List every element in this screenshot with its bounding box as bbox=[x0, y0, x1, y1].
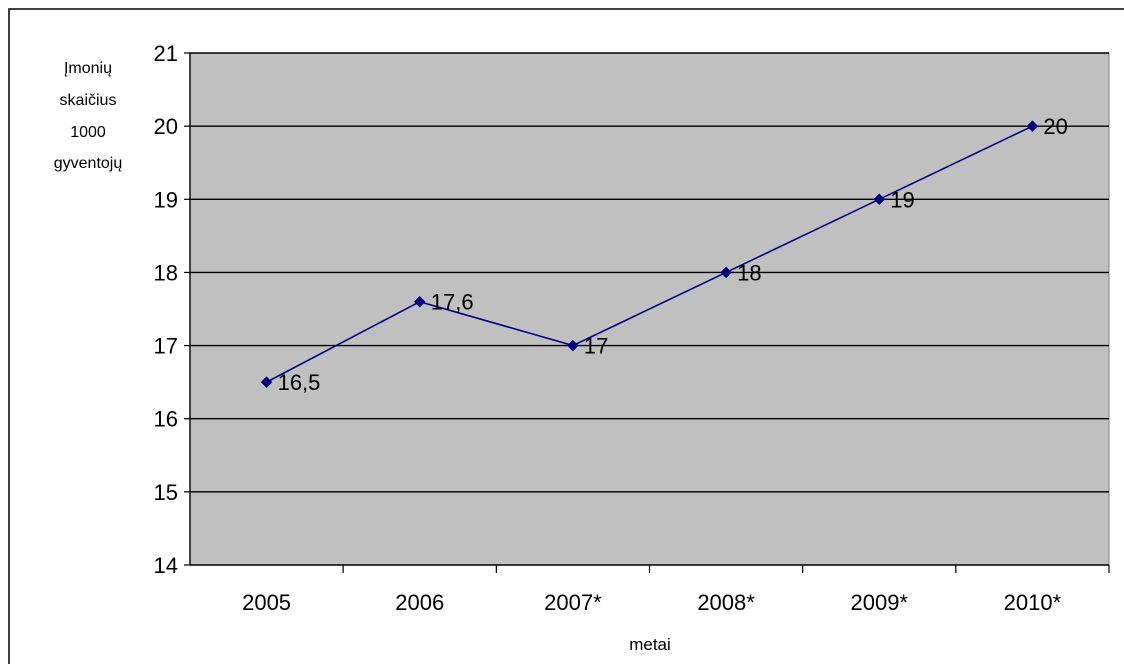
data-point-marker bbox=[720, 266, 732, 279]
y-axis-label-line-3: 1000 bbox=[70, 124, 106, 141]
x-axis-ticks: 2005 2006 2007* 2008* 2009* 2010* bbox=[242, 565, 1110, 615]
data-point-marker bbox=[873, 193, 886, 206]
y-tick-label: 16 bbox=[154, 407, 178, 432]
series-layer: 16,5 17,6 17 18 19 20 bbox=[260, 114, 1068, 395]
y-tick-label: 20 bbox=[154, 114, 178, 139]
data-label: 19 bbox=[890, 187, 914, 212]
x-axis-label: metai bbox=[629, 635, 671, 654]
x-tick-label: 2010* bbox=[1004, 590, 1062, 615]
x-tick-label: 2005 bbox=[242, 590, 291, 615]
y-axis-label-line-4: gyventojų bbox=[54, 155, 123, 172]
y-tick-label: 18 bbox=[154, 260, 178, 285]
y-axis-label-line-1: Įmonių bbox=[64, 60, 112, 77]
x-tick-label: 2007* bbox=[544, 590, 602, 615]
gridlines bbox=[190, 52, 1109, 493]
data-point-marker bbox=[1026, 120, 1039, 132]
y-axis-ticks: 14 15 16 17 18 19 20 21 bbox=[154, 41, 190, 578]
y-tick-label: 17 bbox=[154, 334, 178, 359]
series-line bbox=[266, 125, 1033, 383]
data-label: 20 bbox=[1043, 114, 1067, 139]
x-tick-label: 2009* bbox=[850, 590, 908, 615]
data-label: 17 bbox=[584, 334, 608, 359]
y-axis-label-line-2: skaičius bbox=[60, 92, 117, 109]
y-tick-label: 19 bbox=[154, 187, 178, 212]
data-point-marker bbox=[413, 295, 426, 308]
x-tick-label: 2006 bbox=[395, 590, 444, 615]
data-label: 18 bbox=[737, 260, 761, 285]
data-point-marker bbox=[260, 376, 273, 388]
x-tick-label: 2008* bbox=[697, 590, 755, 615]
y-tick-label: 15 bbox=[154, 480, 178, 505]
data-point-marker bbox=[567, 339, 579, 352]
y-tick-label: 14 bbox=[154, 553, 178, 578]
data-label: 16,5 bbox=[278, 370, 321, 395]
y-tick-label: 21 bbox=[154, 41, 178, 66]
data-label: 17,6 bbox=[431, 290, 474, 315]
